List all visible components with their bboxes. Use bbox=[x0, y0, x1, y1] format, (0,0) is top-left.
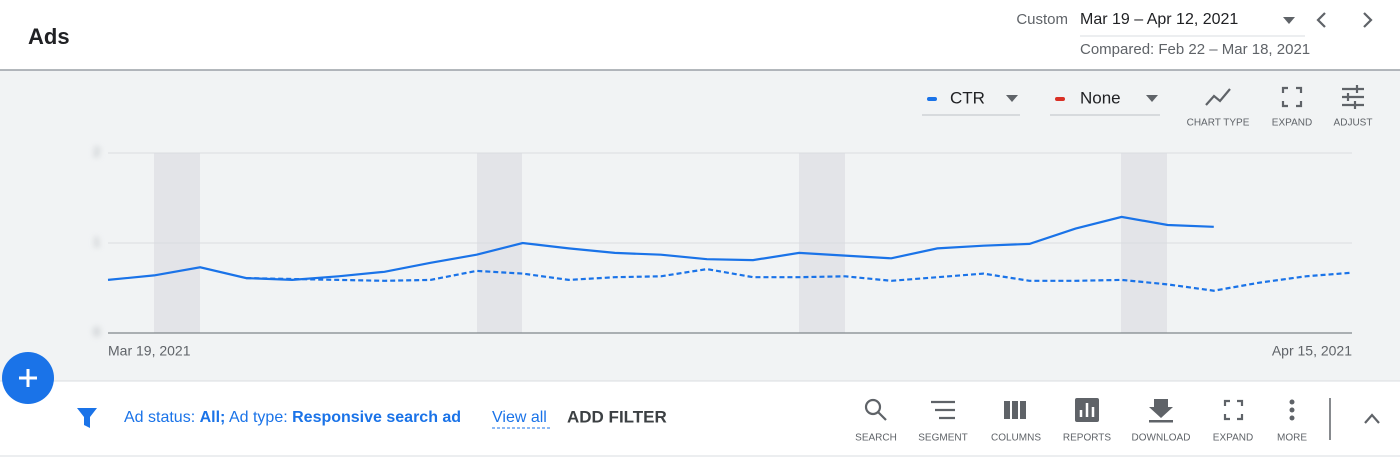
expand-icon bbox=[1281, 86, 1303, 108]
next-range[interactable] bbox=[1363, 12, 1373, 28]
action-label: COLUMNS bbox=[991, 433, 1041, 444]
columns-icon bbox=[1012, 401, 1018, 419]
filter-label: Ad type: bbox=[229, 409, 288, 426]
chart-type-icon bbox=[1205, 88, 1231, 106]
action-label: EXPAND bbox=[1213, 433, 1253, 444]
button-label: CHART TYPE bbox=[1187, 118, 1250, 129]
x-tick-label: Apr 15, 2021 bbox=[1272, 343, 1352, 359]
chart-type-button[interactable]: CHART TYPE bbox=[1187, 88, 1250, 129]
adjust-icon bbox=[1342, 85, 1364, 109]
add-filter-button[interactable]: ADD FILTER bbox=[567, 407, 667, 426]
expand-chart-button[interactable]: EXPAND bbox=[1272, 86, 1312, 129]
more-icon bbox=[1289, 415, 1295, 421]
action-columns[interactable]: COLUMNS bbox=[991, 401, 1041, 444]
plus-icon bbox=[19, 369, 37, 387]
metric-dropdown bbox=[1006, 95, 1018, 102]
metric-label: CTR bbox=[950, 88, 985, 107]
columns-icon bbox=[1004, 401, 1010, 419]
action-more[interactable]: MORE bbox=[1277, 399, 1307, 444]
action-search[interactable]: SEARCH bbox=[855, 398, 897, 444]
y-tick-label: 1 bbox=[93, 235, 100, 249]
metric-swatch bbox=[1055, 97, 1065, 101]
action-segment[interactable]: SEGMENT bbox=[918, 400, 968, 444]
columns-icon bbox=[1020, 401, 1026, 419]
segment-icon bbox=[931, 400, 955, 420]
metric-swatch bbox=[927, 97, 937, 101]
view-all-link[interactable]: View all bbox=[492, 409, 547, 426]
expand-icon bbox=[1223, 399, 1244, 421]
action-label: MORE bbox=[1277, 433, 1307, 444]
action-label: SEARCH bbox=[855, 433, 897, 444]
action-expand[interactable]: EXPAND bbox=[1213, 399, 1253, 444]
action-label: REPORTS bbox=[1063, 433, 1111, 444]
metric-2[interactable]: None bbox=[1050, 88, 1160, 116]
data-line bbox=[246, 267, 1353, 292]
action-download[interactable]: DOWNLOAD bbox=[1132, 399, 1191, 444]
date-range[interactable]: Mar 19 – Apr 12, 2021 bbox=[1080, 11, 1238, 28]
metric-1[interactable]: CTR bbox=[922, 88, 1020, 116]
download-icon bbox=[1149, 420, 1173, 423]
more-icon bbox=[1289, 399, 1295, 405]
x-tick-label: Mar 19, 2021 bbox=[108, 343, 191, 359]
button-label: EXPAND bbox=[1272, 118, 1312, 129]
search-icon bbox=[877, 411, 887, 421]
header-bg bbox=[0, 0, 1400, 70]
line-chart: 0 1 2 Mar 19, 2021 Apr 15, 2021 bbox=[93, 145, 1352, 359]
collapse-button[interactable] bbox=[1364, 413, 1380, 424]
filter-summary[interactable]: Ad status: All; Ad type: Responsive sear… bbox=[124, 409, 461, 426]
filter-label: Ad status: bbox=[124, 409, 195, 426]
range-label: Custom bbox=[1016, 11, 1068, 28]
button-label: ADJUST bbox=[1334, 118, 1373, 129]
action-label: DOWNLOAD bbox=[1132, 433, 1191, 444]
filter-icon bbox=[77, 408, 97, 428]
action-reports[interactable]: REPORTS bbox=[1063, 398, 1111, 444]
filter-bar-bg bbox=[0, 381, 1400, 457]
add-button[interactable] bbox=[2, 352, 54, 404]
prev-range[interactable] bbox=[1316, 12, 1326, 28]
search-icon bbox=[864, 398, 882, 416]
y-tick-label: 2 bbox=[93, 145, 100, 159]
page-title: Ads bbox=[28, 24, 70, 49]
data-line bbox=[107, 215, 1214, 282]
metric-dropdown bbox=[1146, 95, 1158, 102]
adjust-button[interactable]: ADJUST bbox=[1334, 85, 1373, 129]
range-dropdown[interactable] bbox=[1283, 17, 1295, 24]
filter-value: All; bbox=[200, 409, 226, 426]
compared-range: Compared: Feb 22 – Mar 18, 2021 bbox=[1080, 41, 1310, 58]
y-tick-label: 0 bbox=[93, 325, 100, 339]
more-icon bbox=[1289, 407, 1295, 413]
filter-value: Responsive search ad bbox=[292, 409, 461, 426]
action-label: SEGMENT bbox=[918, 433, 967, 444]
metric-label: None bbox=[1080, 88, 1121, 107]
download-icon bbox=[1149, 399, 1173, 418]
reports-icon bbox=[1079, 403, 1095, 417]
